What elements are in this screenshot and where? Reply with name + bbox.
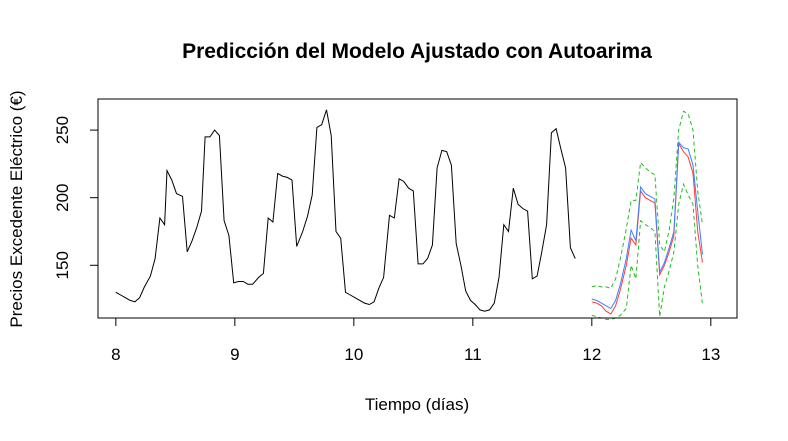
plot-frame	[97, 98, 738, 319]
x-tick-label: 9	[230, 345, 239, 364]
x-axis-label: Tiempo (días)	[365, 395, 469, 414]
series-line-1	[115, 109, 576, 312]
y-tick-label: 200	[53, 183, 72, 211]
series-line-3	[591, 141, 703, 310]
chart-title: Predicción del Modelo Ajustado con Autoa…	[182, 40, 652, 63]
y-axis-label: Precios Excedente Eléctrico (€)	[7, 90, 26, 327]
x-tick-label: 11	[464, 345, 482, 364]
x-axis: 8 9 10 11 12 13	[111, 317, 720, 364]
x-tick-label: 13	[701, 345, 720, 364]
y-tick-label: 250	[53, 116, 72, 144]
series-lines	[115, 109, 703, 320]
y-tick-label: 150	[53, 251, 72, 279]
series-line-2	[591, 141, 703, 315]
x-tick-label: 12	[582, 345, 601, 364]
y-axis: 150 200 250	[53, 116, 99, 279]
series-line-4	[591, 110, 703, 289]
x-tick-label: 10	[344, 345, 363, 364]
x-tick-label: 8	[111, 345, 120, 364]
series-line-5	[591, 182, 703, 320]
